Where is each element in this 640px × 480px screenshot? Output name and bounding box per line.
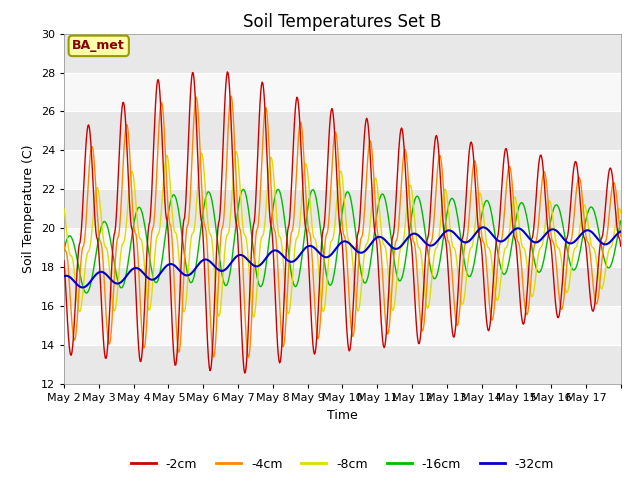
Bar bbox=[64, 150, 621, 189]
Bar bbox=[64, 72, 621, 111]
Bar bbox=[64, 306, 621, 345]
Bar bbox=[64, 189, 621, 228]
Bar bbox=[64, 345, 621, 384]
Bar bbox=[64, 267, 621, 306]
Y-axis label: Soil Temperature (C): Soil Temperature (C) bbox=[22, 144, 35, 273]
Legend: -2cm, -4cm, -8cm, -16cm, -32cm: -2cm, -4cm, -8cm, -16cm, -32cm bbox=[125, 453, 559, 476]
Bar bbox=[64, 34, 621, 72]
Title: Soil Temperatures Set B: Soil Temperatures Set B bbox=[243, 12, 442, 31]
X-axis label: Time: Time bbox=[327, 408, 358, 421]
Bar bbox=[64, 228, 621, 267]
Bar bbox=[64, 111, 621, 150]
Text: BA_met: BA_met bbox=[72, 39, 125, 52]
